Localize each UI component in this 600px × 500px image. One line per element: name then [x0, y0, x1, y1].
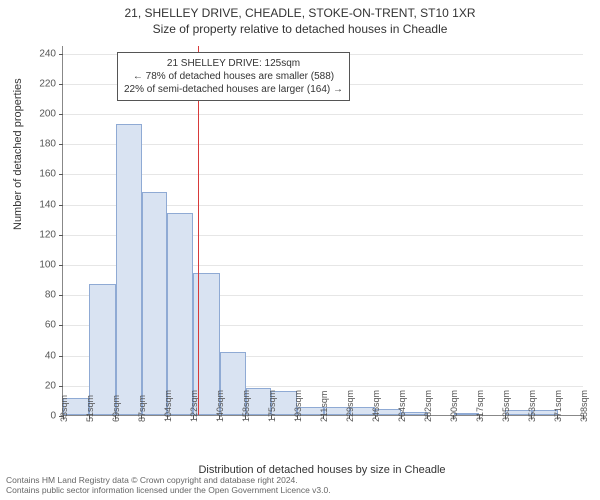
y-tick-mark — [59, 174, 63, 175]
y-tick-label: 200 — [28, 108, 56, 119]
chart-title-main: 21, SHELLEY DRIVE, CHEADLE, STOKE-ON-TRE… — [0, 0, 600, 20]
y-tick-label: 60 — [28, 320, 56, 331]
chart-area: 33sqm51sqm69sqm87sqm104sqm122sqm140sqm15… — [62, 46, 582, 416]
y-tick-label: 0 — [28, 411, 56, 422]
histogram-bar — [167, 213, 193, 415]
y-tick-label: 100 — [28, 259, 56, 270]
y-tick-label: 120 — [28, 229, 56, 240]
y-tick-label: 220 — [28, 78, 56, 89]
plot-area: 33sqm51sqm69sqm87sqm104sqm122sqm140sqm15… — [62, 46, 582, 416]
y-tick-mark — [59, 54, 63, 55]
y-tick-label: 40 — [28, 350, 56, 361]
y-tick-mark — [59, 265, 63, 266]
y-tick-label: 160 — [28, 169, 56, 180]
y-tick-mark — [59, 295, 63, 296]
histogram-bar — [142, 192, 167, 416]
annotation-line-2: ← 78% of detached houses are smaller (58… — [124, 70, 343, 83]
y-tick-label: 240 — [28, 48, 56, 59]
y-tick-mark — [59, 114, 63, 115]
y-tick-mark — [59, 235, 63, 236]
footer-line-2: Contains public sector information licen… — [6, 485, 331, 496]
y-tick-label: 140 — [28, 199, 56, 210]
annotation-line-1: 21 SHELLEY DRIVE: 125sqm — [124, 57, 343, 70]
footer-attribution: Contains HM Land Registry data © Crown c… — [6, 475, 331, 496]
y-tick-mark — [59, 205, 63, 206]
histogram-bar — [116, 124, 142, 415]
y-tick-label: 180 — [28, 139, 56, 150]
gridline — [63, 114, 583, 115]
y-tick-label: 20 — [28, 380, 56, 391]
annotation-box: 21 SHELLEY DRIVE: 125sqm← 78% of detache… — [117, 52, 350, 101]
y-tick-mark — [59, 84, 63, 85]
y-tick-mark — [59, 356, 63, 357]
y-tick-label: 80 — [28, 290, 56, 301]
reference-line — [198, 46, 199, 415]
chart-title-sub: Size of property relative to detached ho… — [0, 20, 600, 36]
y-tick-mark — [59, 325, 63, 326]
y-tick-mark — [59, 386, 63, 387]
y-tick-mark — [59, 144, 63, 145]
y-axis-label: Number of detached properties — [12, 78, 24, 230]
footer-line-1: Contains HM Land Registry data © Crown c… — [6, 475, 331, 486]
annotation-line-3: 22% of semi-detached houses are larger (… — [124, 83, 343, 96]
